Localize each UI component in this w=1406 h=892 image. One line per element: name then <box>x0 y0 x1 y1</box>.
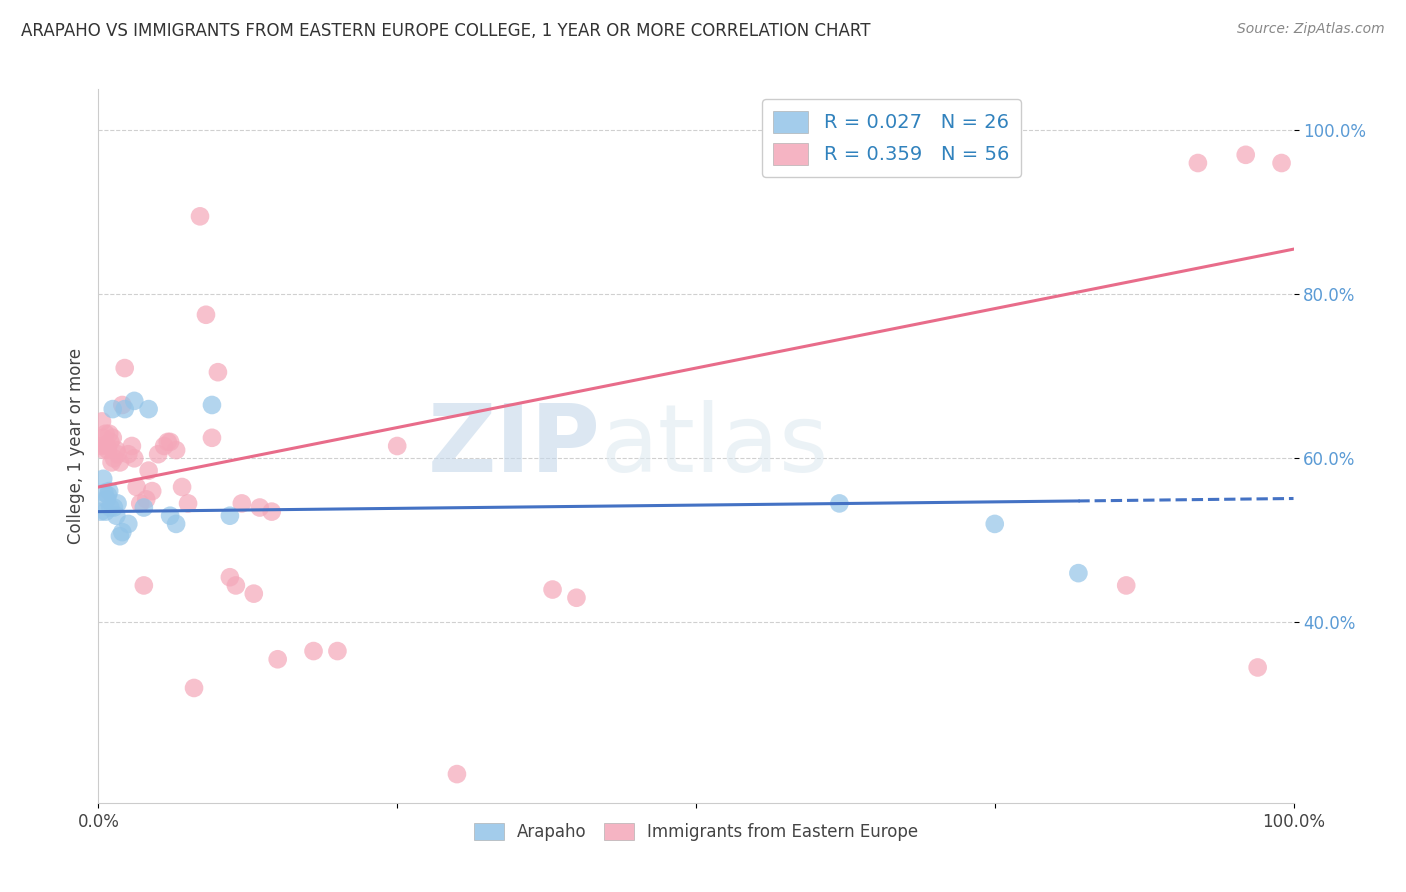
Point <box>267 652 290 666</box>
Point <box>541 582 564 597</box>
Point <box>101 431 124 445</box>
Point <box>148 447 170 461</box>
Point <box>201 431 224 445</box>
Point <box>90 505 112 519</box>
Point <box>260 505 283 519</box>
Point <box>385 439 409 453</box>
Point <box>114 361 136 376</box>
Point <box>219 508 242 523</box>
Point <box>1067 566 1090 581</box>
Point <box>129 496 152 510</box>
Point <box>156 434 179 449</box>
Point <box>96 439 118 453</box>
Point <box>135 492 157 507</box>
Point <box>225 578 247 592</box>
Point <box>159 508 181 523</box>
Point <box>111 398 134 412</box>
Point <box>91 414 114 428</box>
Point <box>188 210 211 224</box>
Point <box>124 451 146 466</box>
Point <box>108 455 131 469</box>
Point <box>111 525 134 540</box>
Point <box>195 308 218 322</box>
Point <box>141 484 163 499</box>
Point <box>117 447 139 461</box>
Point <box>153 439 176 453</box>
Point <box>828 496 851 510</box>
Point <box>108 529 131 543</box>
Point <box>101 402 124 417</box>
Point <box>103 451 125 466</box>
Point <box>165 516 187 531</box>
Text: Source: ZipAtlas.com: Source: ZipAtlas.com <box>1237 22 1385 37</box>
Point <box>107 496 129 510</box>
Point <box>165 443 187 458</box>
Point <box>231 496 253 510</box>
Point <box>125 480 148 494</box>
Point <box>117 516 139 531</box>
Point <box>183 681 205 695</box>
Point <box>94 426 117 441</box>
Point <box>107 447 129 461</box>
Point <box>91 472 114 486</box>
Point <box>1115 578 1137 592</box>
Point <box>121 439 143 453</box>
Point <box>96 492 118 507</box>
Point <box>98 484 121 499</box>
Point <box>100 455 122 469</box>
Point <box>219 570 242 584</box>
Point <box>249 500 271 515</box>
Point <box>98 500 122 515</box>
Point <box>93 443 115 458</box>
Point <box>105 443 128 458</box>
Point <box>302 644 325 658</box>
Point <box>201 398 224 412</box>
Point <box>159 434 181 449</box>
Point <box>97 443 120 458</box>
Point <box>91 431 114 445</box>
Point <box>138 402 160 417</box>
Point <box>172 480 194 494</box>
Point <box>103 500 125 515</box>
Point <box>243 587 266 601</box>
Point <box>97 488 120 502</box>
Point <box>90 439 112 453</box>
Point <box>138 464 160 478</box>
Y-axis label: College, 1 year or more: College, 1 year or more <box>66 348 84 544</box>
Legend: Arapaho, Immigrants from Eastern Europe: Arapaho, Immigrants from Eastern Europe <box>467 816 925 848</box>
Point <box>132 578 155 592</box>
Text: ZIP: ZIP <box>427 400 600 492</box>
Point <box>132 500 155 515</box>
Point <box>124 393 146 408</box>
Point <box>1187 156 1209 170</box>
Point <box>565 591 588 605</box>
Text: ARAPAHO VS IMMIGRANTS FROM EASTERN EUROPE COLLEGE, 1 YEAR OR MORE CORRELATION CH: ARAPAHO VS IMMIGRANTS FROM EASTERN EUROP… <box>21 22 870 40</box>
Point <box>114 402 136 417</box>
Text: atlas: atlas <box>600 400 828 492</box>
Point <box>98 434 122 449</box>
Point <box>1247 660 1270 674</box>
Point <box>326 644 349 658</box>
Point <box>93 485 115 500</box>
Point <box>984 516 1007 531</box>
Point <box>1234 148 1257 162</box>
Point <box>177 496 200 510</box>
Point <box>105 508 128 523</box>
Point <box>1271 156 1294 170</box>
Point <box>446 767 468 781</box>
Point <box>98 426 121 441</box>
Point <box>207 365 229 379</box>
Point <box>94 505 117 519</box>
